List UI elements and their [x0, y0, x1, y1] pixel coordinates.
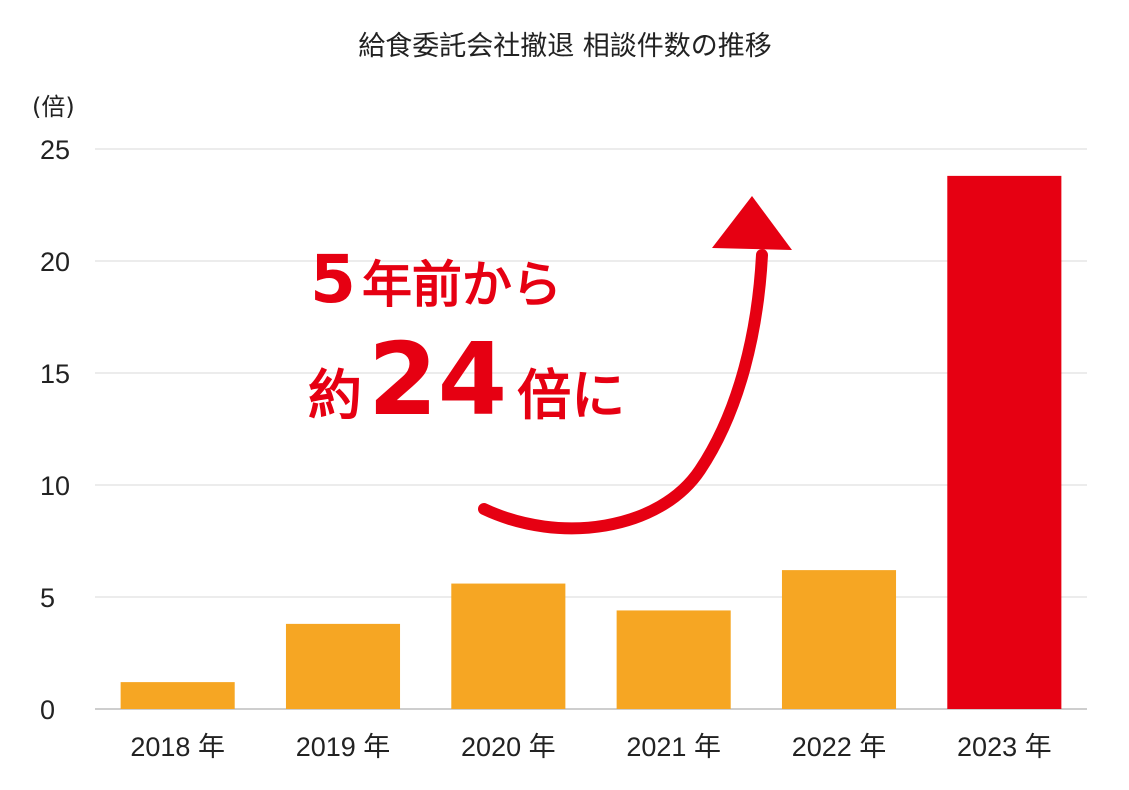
callout-line-2-suffix: 倍に — [517, 364, 625, 427]
x-tick-label: 2022 年 — [792, 732, 887, 762]
callout-line-2-prefix: 約 — [308, 364, 362, 427]
x-tick-labels: 2018 年 2019 年 2020 年 2021 年 2022 年 2023 年 — [130, 732, 1051, 762]
growth-arrow-shaft — [478, 249, 768, 535]
y-tick-labels: 0 5 10 15 20 25 — [40, 135, 70, 725]
bar-series — [120, 175, 1062, 709]
x-tick-label: 2023 年 — [957, 732, 1052, 762]
x-tick-label: 2021 年 — [626, 732, 721, 762]
callout-line-1: 5 年前から — [310, 241, 562, 318]
growth-arrow-head — [712, 196, 792, 250]
y-tick-label: 15 — [40, 359, 70, 389]
y-tick-label: 0 — [40, 695, 55, 725]
y-axis-unit-label: (倍) — [32, 93, 75, 121]
chart-title: 給食委託会社撤退 相談件数の推移 — [358, 31, 772, 62]
bar — [451, 583, 566, 709]
y-tick-label: 25 — [40, 135, 70, 165]
callout-line-2: 約24 倍に — [308, 321, 625, 438]
grid-layer — [95, 148, 1087, 710]
y-tick-label: 10 — [40, 471, 70, 501]
x-tick-label: 2020 年 — [461, 732, 556, 762]
x-tick-label: 2019 年 — [296, 732, 391, 762]
y-tick-label: 20 — [40, 247, 70, 277]
bar — [120, 682, 235, 709]
callout-line-1-number: 5 — [310, 241, 356, 318]
bar — [285, 623, 401, 709]
callout-line-1-text: 年前から — [362, 256, 562, 314]
callout-line-2-number: 24 — [368, 321, 507, 438]
growth-arrow — [478, 196, 792, 535]
x-tick-label: 2018 年 — [130, 732, 225, 762]
bar — [947, 175, 1062, 709]
y-tick-label: 5 — [40, 583, 55, 613]
growth-callout: 5 年前から 約24 倍に — [308, 241, 625, 438]
bar — [616, 610, 731, 709]
bar — [781, 570, 897, 709]
